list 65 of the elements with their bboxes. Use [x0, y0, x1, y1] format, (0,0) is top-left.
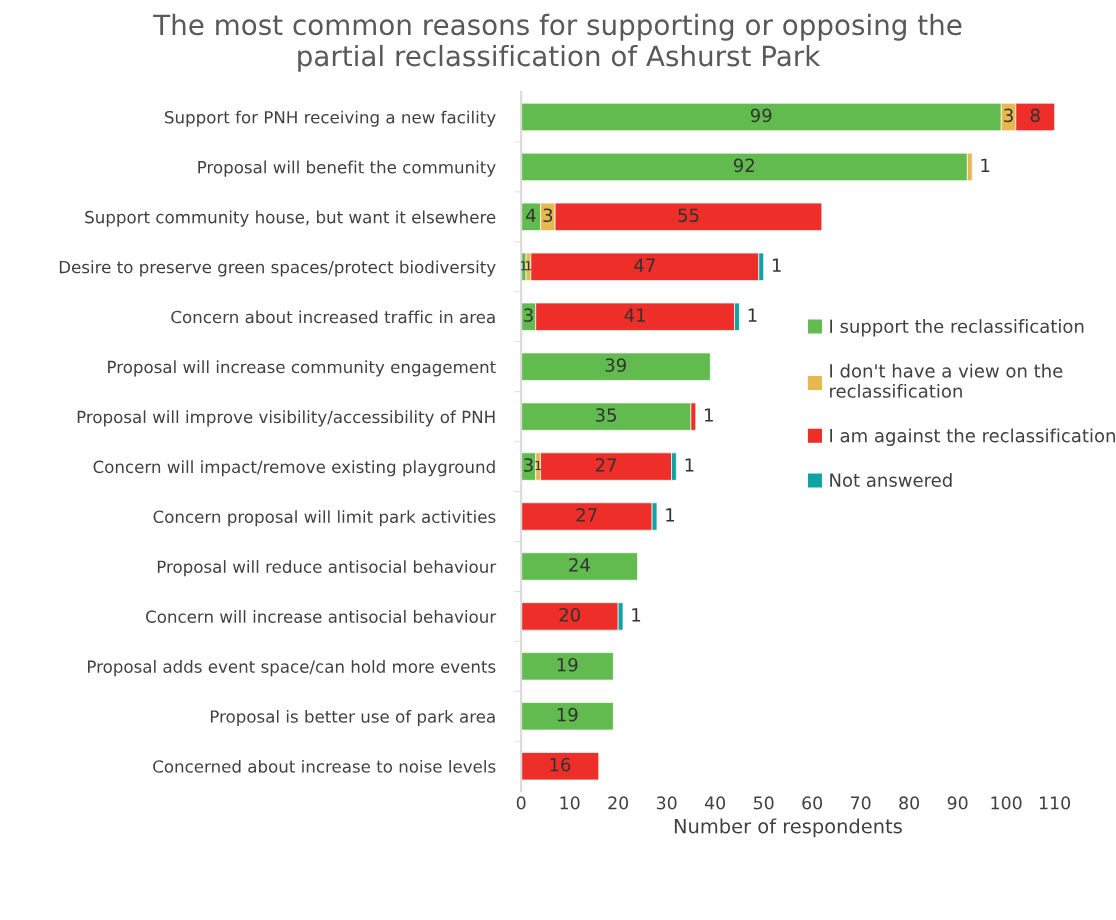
data-label: 41	[624, 308, 645, 322]
bar	[521, 702, 614, 731]
legend-label: I am against the reclassification	[830, 428, 1115, 446]
y-tick-label: Proposal is better use of park area	[210, 709, 495, 727]
data-label: 3	[543, 208, 553, 223]
y-tick-label: Proposal adds event space/can hold more events	[88, 660, 496, 677]
data-label: 1	[748, 308, 757, 322]
data-label: 8	[1030, 108, 1040, 123]
y-tick-label: Concern proposal will limit park activities	[153, 510, 496, 527]
x-tick-label: 10	[560, 796, 580, 810]
data-label: 1	[705, 408, 713, 422]
legend-label: Not answered	[830, 473, 952, 487]
data-label: 55	[678, 208, 699, 223]
data-label: 27	[576, 508, 597, 522]
data-label: 27	[595, 458, 616, 472]
data-label: 92	[733, 158, 754, 173]
data-label: 19	[557, 657, 578, 672]
chart-title: The most common reasons for supporting or opposing the partial reclassification of Ashurst Park	[153, 13, 962, 72]
x-axis-title: Number of respondents	[674, 818, 902, 838]
data-label: 3	[1004, 108, 1013, 123]
x-tick-label: 0	[516, 796, 526, 810]
bar	[521, 552, 638, 581]
x-tick-label: 30	[656, 796, 677, 810]
data-label: 4	[526, 208, 536, 222]
y-tick-label: Concern will increase antisocial behaviour	[146, 610, 497, 623]
data-label: 47	[634, 258, 655, 272]
y-tick-label: Concerned about increase to noise levels	[153, 759, 496, 773]
data-label: 1	[632, 608, 641, 622]
data-label: 3	[524, 308, 533, 322]
y-tick-label: Concern about increased traffic in area	[171, 310, 495, 324]
data-label: 39	[605, 358, 626, 372]
data-label: 1	[666, 508, 675, 522]
data-label: 16	[550, 757, 571, 772]
y-tick-label: Proposal will increase community engagement	[108, 360, 496, 377]
x-tick-label: 60	[802, 796, 823, 810]
legend-label: I support the reclassification	[830, 319, 1084, 337]
bar	[521, 752, 600, 781]
data-label: 3	[524, 458, 533, 472]
bar	[521, 402, 692, 431]
x-tick-label: 70	[851, 796, 871, 810]
bar	[521, 652, 614, 681]
data-label: 99	[750, 108, 772, 123]
y-tick-label: Concern will impact/remove existing playground	[93, 460, 495, 477]
data-label: 20	[559, 607, 580, 622]
y-tick-label: Proposal will reduce antisocial behaviour	[157, 560, 497, 577]
data-label: 35	[595, 408, 616, 422]
x-tick-label: 100	[991, 796, 1022, 810]
x-tick-label: 110	[1039, 796, 1071, 810]
x-tick-label: 20	[608, 796, 629, 810]
bar	[521, 352, 711, 381]
x-tick-label: 50	[753, 796, 774, 810]
y-tick-label: Desire to preserve green spaces/protect biodiversity	[59, 260, 496, 277]
data-label: 1	[981, 158, 990, 172]
x-tick-label: 40	[704, 796, 726, 810]
y-tick-label: Proposal will improve visibility/accessibility of PNH	[77, 410, 495, 427]
x-tick-label: 90	[947, 796, 968, 810]
y-tick-label: Support for PNH receiving a new facility	[165, 110, 496, 127]
data-label: 24	[569, 558, 590, 572]
x-tick-label: 80	[899, 796, 920, 810]
data-label: 19	[557, 707, 578, 722]
data-label: 1	[685, 458, 694, 472]
y-tick-label: Proposal will benefit the community	[198, 160, 496, 177]
legend-label: I don't have a view on the reclassification	[830, 363, 1063, 398]
y-tick-label: Support community house, but want it elsewhere	[85, 210, 496, 227]
data-label: 1	[772, 258, 781, 272]
